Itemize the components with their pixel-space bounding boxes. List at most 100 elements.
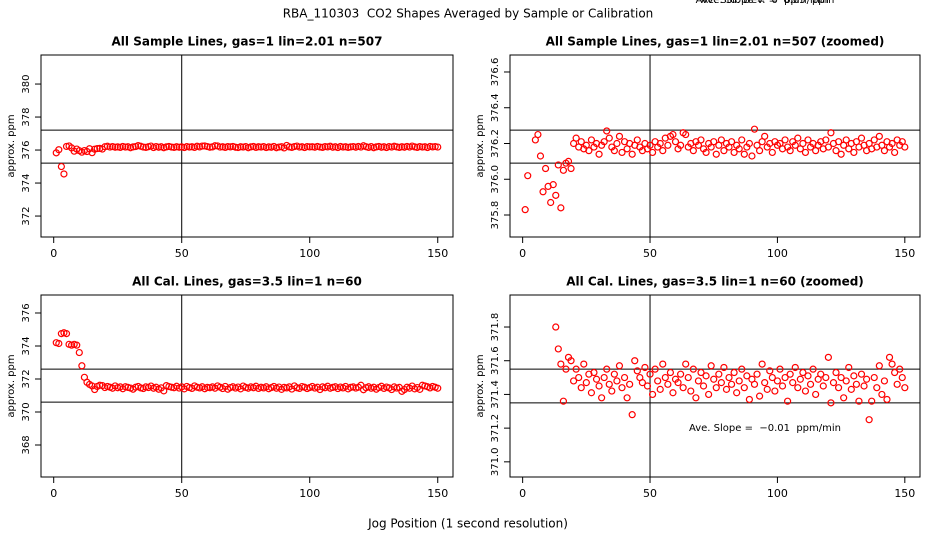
data-point: [870, 136, 878, 144]
data-point: [750, 125, 759, 133]
y-axis-label: approx. ppm: [6, 114, 17, 177]
data-point: [550, 273, 556, 279]
x-tick-label: 100: [767, 487, 788, 500]
data-point: [552, 191, 560, 199]
data-point: [710, 138, 718, 146]
data-point: [862, 375, 871, 383]
data-point: [812, 390, 820, 399]
data-point: [880, 147, 889, 155]
data-point: [842, 136, 850, 144]
data-point: [557, 204, 565, 212]
data-point: [623, 394, 631, 402]
data-point: [572, 134, 580, 142]
panel-title: All Cal. Lines, gas=3.5 lin=1 n=60 (zoom…: [566, 275, 864, 289]
plot-frame: [509, 294, 921, 478]
data-point: [750, 380, 759, 388]
y-tick-label: 376: [21, 303, 32, 322]
data-point: [720, 147, 728, 155]
y-tick-label: 376.0: [490, 165, 501, 194]
data-point: [834, 384, 843, 392]
data-point: [203, 383, 211, 392]
data-point: [198, 142, 206, 150]
data-point: [855, 397, 863, 405]
data-point: [559, 397, 568, 405]
panel: All Sample Lines, gas=1 lin=2.01 n=507 ap…: [6, 35, 454, 260]
data-point: [603, 365, 611, 373]
data-point: [865, 416, 873, 424]
data-point: [656, 139, 664, 148]
data-point: [73, 341, 81, 349]
x-tick-label: 0: [519, 487, 526, 500]
data-point: [545, 21, 551, 27]
data-point: [638, 379, 646, 387]
data-point: [572, 365, 580, 373]
data-point: [822, 136, 830, 144]
data-point: [666, 368, 675, 377]
panel: All Sample Lines, gas=1 lin=2.01 n=507 (…: [475, 0, 921, 361]
data-point: [580, 360, 588, 368]
data-point: [534, 130, 542, 139]
data-point: [781, 373, 789, 382]
data-point: [610, 147, 618, 155]
data-point: [748, 152, 756, 160]
data-point: [674, 379, 682, 387]
data-point: [569, 377, 578, 385]
data-point: [707, 362, 715, 370]
data-point: [888, 139, 896, 148]
data-point: [303, 142, 311, 151]
plot-area: [510, 21, 920, 477]
data-point: [786, 370, 794, 378]
data-point: [567, 357, 575, 365]
data-point: [434, 143, 442, 151]
data-point: [766, 367, 774, 375]
data-point: [875, 132, 883, 140]
data-point: [809, 365, 817, 373]
data-point: [620, 373, 629, 382]
data-point: [776, 365, 784, 373]
data-point: [577, 138, 585, 146]
data-point: [755, 147, 764, 155]
y-tick-label: 380: [21, 74, 32, 93]
data-point: [55, 146, 63, 154]
data-point: [834, 138, 843, 146]
data-point: [753, 370, 761, 378]
data-point: [857, 134, 866, 142]
data-point: [687, 387, 695, 395]
data-point: [822, 373, 830, 382]
data-point: [575, 373, 583, 382]
data-point: [554, 345, 562, 353]
data-point: [615, 362, 624, 370]
data-point: [211, 142, 219, 150]
x-tick-label: 150: [427, 487, 448, 500]
data-point: [819, 382, 827, 390]
data-point: [702, 148, 710, 157]
data-point: [254, 143, 263, 151]
data-point: [804, 136, 812, 144]
data-point: [901, 143, 909, 151]
data-point: [654, 377, 662, 385]
panel-title: All Sample Lines, gas=1 lin=2.01 n=507 (…: [546, 35, 885, 49]
data-point: [733, 389, 741, 397]
y-tick-label: 376.2: [490, 129, 501, 158]
data-point: [682, 130, 690, 139]
data-point: [55, 339, 63, 348]
y-tick-label: 370: [21, 402, 32, 421]
x-tick-label: 50: [175, 247, 189, 260]
data-point: [755, 392, 764, 400]
data-point: [295, 143, 304, 151]
data-point: [527, 355, 533, 361]
y-tick-label: 372: [21, 369, 32, 388]
data-point: [896, 365, 904, 373]
data-point: [832, 147, 840, 155]
data-point: [633, 367, 641, 375]
data-point: [794, 384, 802, 392]
data-point: [880, 377, 889, 385]
data-point: [878, 390, 886, 399]
data-point: [827, 129, 835, 137]
data-point: [600, 138, 608, 146]
x-tick-label: 150: [427, 247, 448, 260]
data-point: [740, 384, 748, 392]
data-point: [605, 134, 613, 142]
data-point: [603, 127, 611, 135]
panel: All Cal. Lines, gas=3.5 lin=1 n=60 (zoom…: [475, 21, 921, 500]
